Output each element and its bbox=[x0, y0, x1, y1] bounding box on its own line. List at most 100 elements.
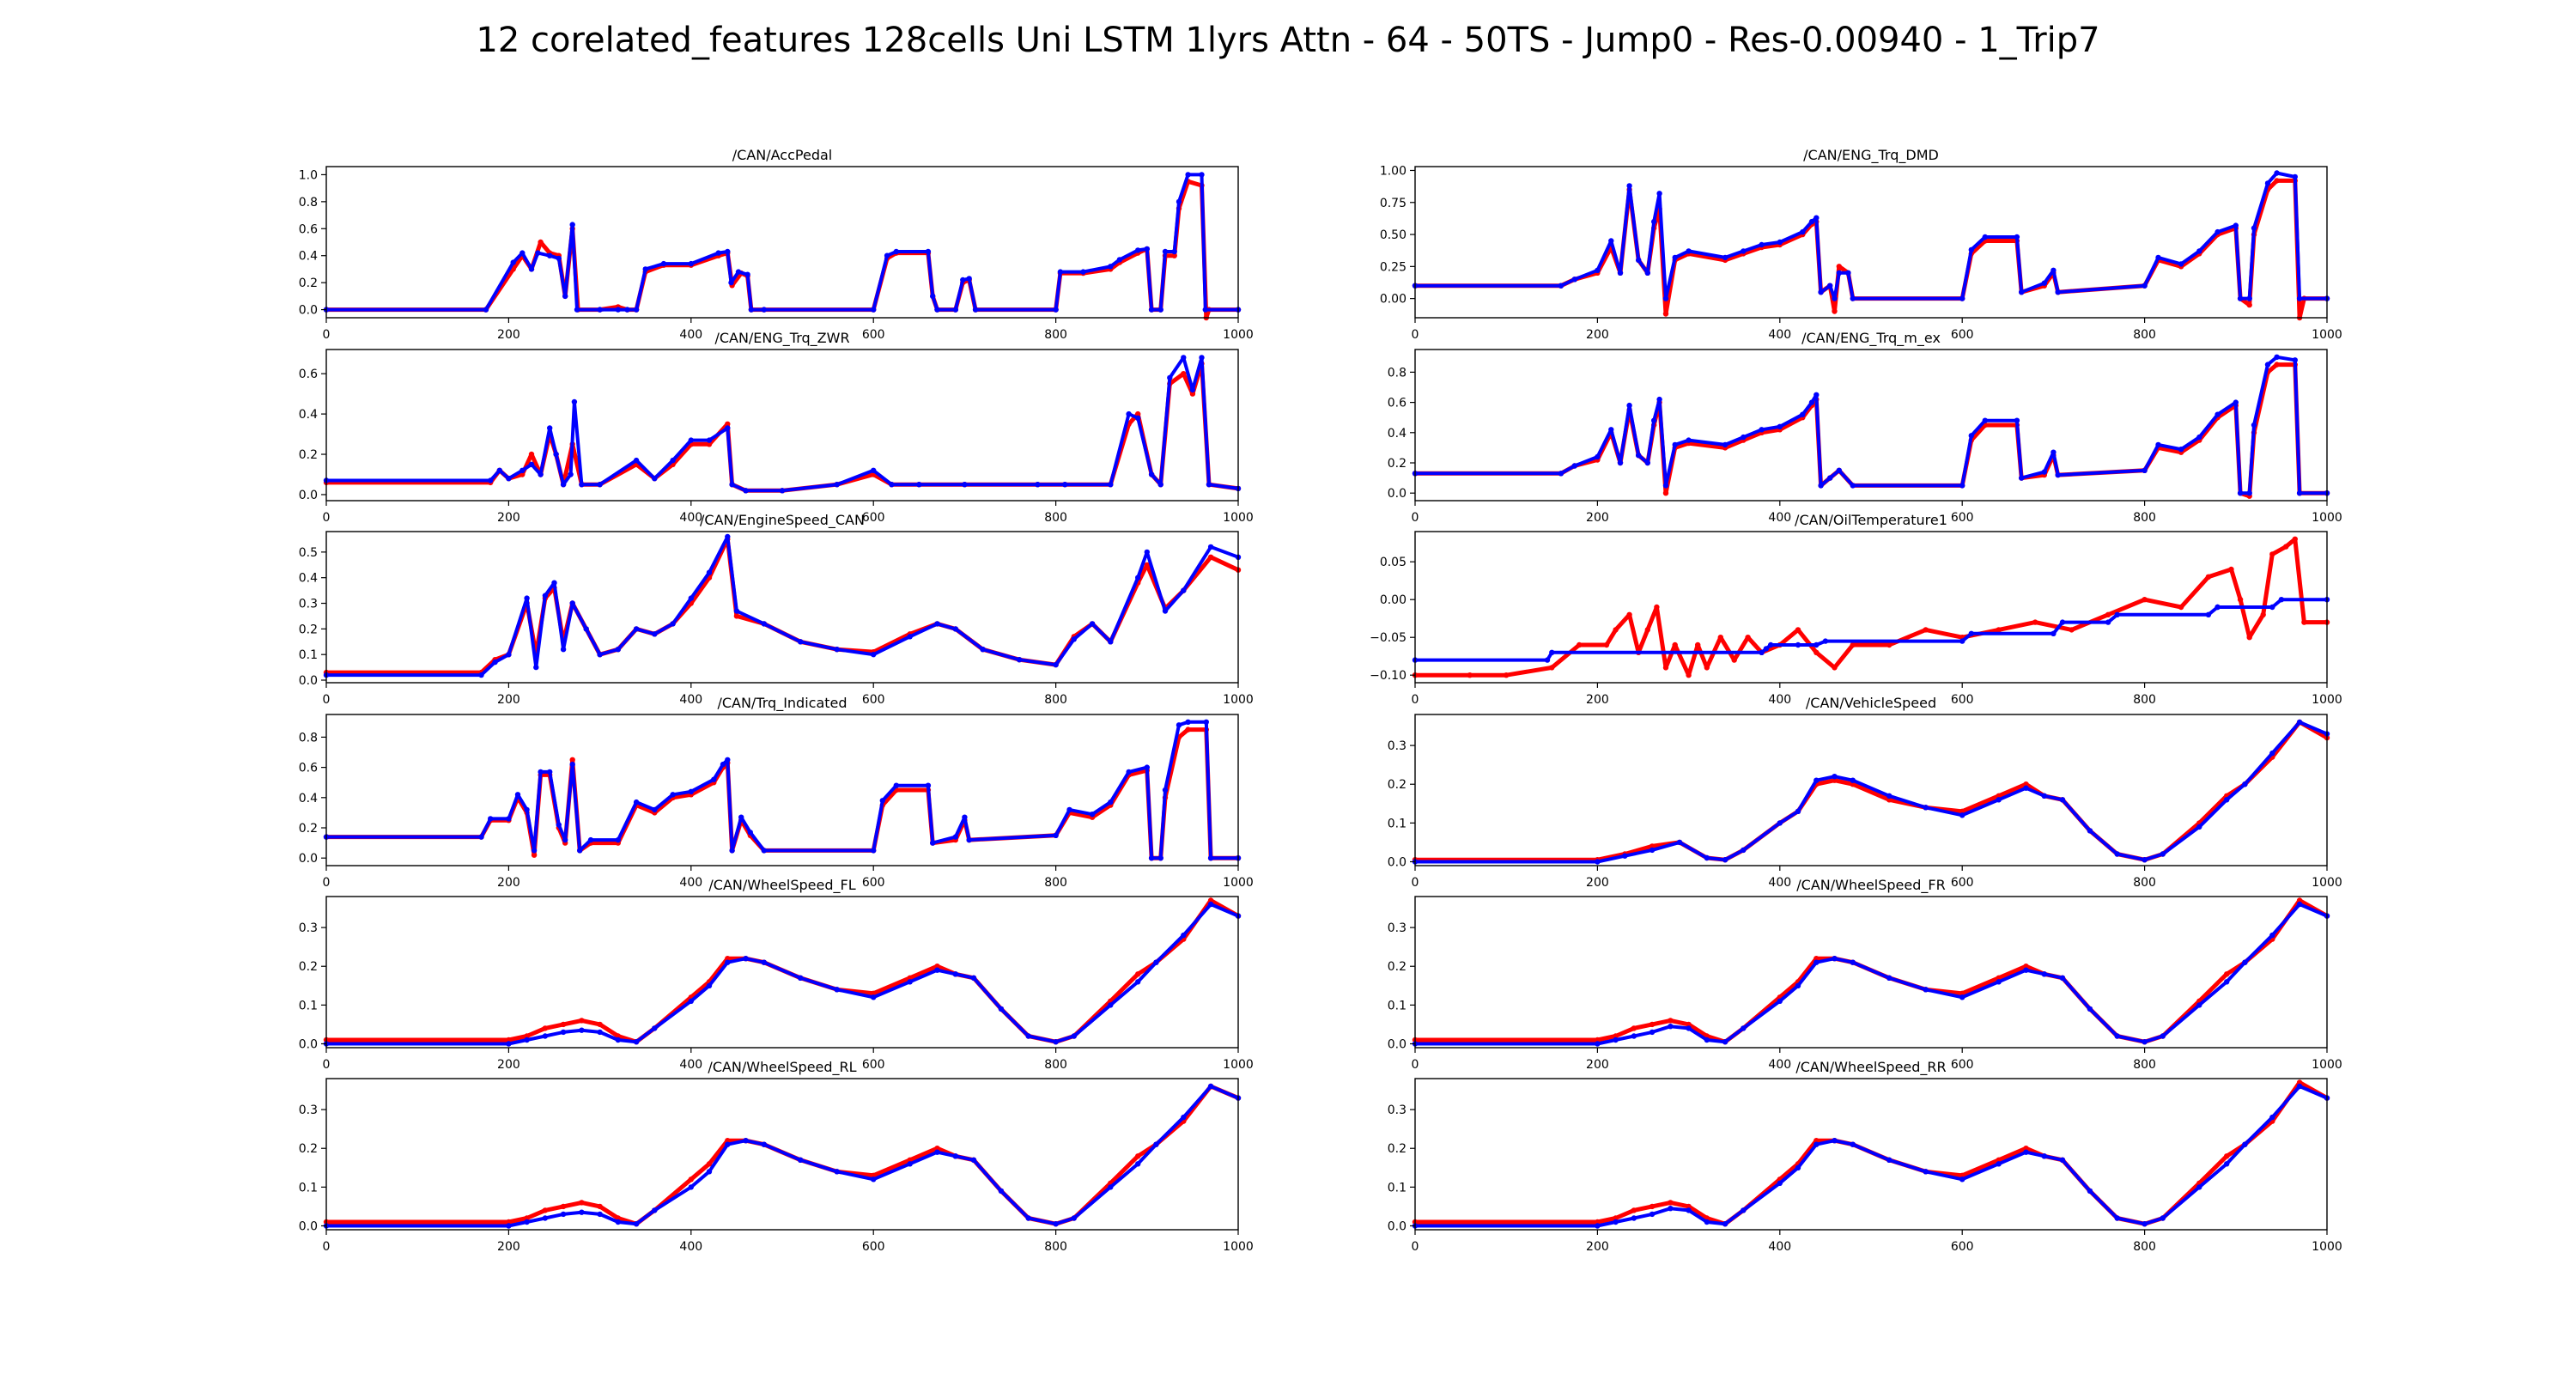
data-point bbox=[568, 471, 574, 477]
data-point bbox=[1176, 198, 1182, 205]
x-tick-label: 200 bbox=[497, 511, 520, 525]
data-point bbox=[1763, 646, 1770, 652]
data-point bbox=[1108, 482, 1114, 488]
data-point bbox=[547, 425, 553, 431]
x-tick-label: 1000 bbox=[1223, 693, 1254, 707]
data-point bbox=[1189, 386, 1196, 393]
data-point bbox=[2296, 719, 2303, 726]
data-point bbox=[1631, 1207, 1637, 1213]
data-point bbox=[934, 967, 940, 973]
data-point bbox=[1595, 1037, 1601, 1043]
data-point bbox=[1959, 638, 1965, 644]
subplot-title: /CAN/OilTemperature1 bbox=[1795, 512, 1947, 528]
data-point bbox=[871, 994, 877, 1000]
x-tick-label: 400 bbox=[1768, 876, 1791, 890]
y-tick-label: 0.0 bbox=[299, 674, 318, 688]
data-point bbox=[934, 307, 940, 313]
x-tick-label: 1000 bbox=[1223, 1240, 1254, 1254]
data-point bbox=[1836, 264, 1842, 270]
data-point bbox=[2296, 897, 2303, 903]
data-point bbox=[1777, 820, 1783, 826]
data-point bbox=[1108, 799, 1114, 806]
data-point bbox=[1181, 371, 1187, 377]
data-point bbox=[1768, 641, 1774, 648]
data-point bbox=[1795, 808, 1801, 814]
y-tick-label: 0.0 bbox=[299, 489, 318, 502]
data-point bbox=[743, 1138, 749, 1144]
data-point bbox=[1741, 847, 1747, 854]
series-line-blue bbox=[1413, 171, 2329, 301]
x-tick-label: 400 bbox=[679, 693, 702, 707]
data-point bbox=[1795, 641, 1801, 648]
y-tick-label: 0.3 bbox=[1388, 739, 1406, 753]
y-tick-label: 0.6 bbox=[299, 368, 318, 381]
series-markers-red bbox=[323, 536, 1242, 676]
x-tick-label: 200 bbox=[1586, 328, 1609, 342]
y-tick-label: 0.5 bbox=[299, 546, 318, 560]
data-point bbox=[1923, 805, 1929, 811]
data-point bbox=[1631, 1215, 1637, 1221]
data-point bbox=[688, 595, 694, 601]
data-point bbox=[2224, 797, 2230, 803]
data-point bbox=[2142, 597, 2148, 603]
x-tick-label: 800 bbox=[1044, 1240, 1067, 1254]
data-point bbox=[1827, 475, 1833, 481]
data-point bbox=[1549, 649, 1555, 655]
data-point bbox=[962, 482, 968, 488]
x-tick-label: 800 bbox=[1044, 511, 1067, 525]
data-point bbox=[542, 1207, 549, 1213]
data-point bbox=[506, 1041, 512, 1047]
series-line-red bbox=[324, 361, 1241, 493]
data-point bbox=[597, 1203, 603, 1210]
x-tick-label: 800 bbox=[2133, 876, 2156, 890]
data-point bbox=[633, 1039, 640, 1045]
data-point bbox=[1959, 295, 1965, 301]
data-point bbox=[1886, 797, 1893, 803]
axes-frame bbox=[1414, 896, 2328, 1049]
data-point bbox=[1672, 254, 1678, 261]
data-point bbox=[2023, 1149, 2029, 1155]
x-tick-label: 200 bbox=[497, 1058, 520, 1072]
data-point bbox=[2215, 228, 2221, 235]
data-point bbox=[2041, 793, 2047, 799]
y-tick-label: 1.0 bbox=[299, 168, 318, 182]
x-tick-label: 800 bbox=[2133, 511, 2156, 525]
data-point bbox=[934, 1149, 940, 1155]
x-tick-label: 1000 bbox=[2312, 511, 2342, 525]
data-point bbox=[615, 1037, 621, 1043]
x-tick-label: 1000 bbox=[1223, 328, 1254, 342]
data-point bbox=[2233, 222, 2239, 228]
data-point bbox=[1622, 853, 1628, 859]
data-point bbox=[688, 437, 694, 443]
data-point bbox=[1089, 812, 1096, 818]
data-point bbox=[2296, 1079, 2303, 1085]
subplot-title: /CAN/Trq_Indicated bbox=[717, 695, 847, 712]
y-tick-label: 0.0 bbox=[299, 1037, 318, 1051]
data-point bbox=[1162, 248, 1169, 255]
data-point bbox=[952, 307, 959, 313]
data-point bbox=[2087, 828, 2093, 834]
data-point bbox=[834, 647, 840, 653]
data-point bbox=[1996, 979, 2002, 985]
y-tick-label: 1.00 bbox=[1380, 164, 1406, 178]
data-point bbox=[1207, 544, 1214, 550]
y-tick-label: 0.4 bbox=[299, 408, 318, 422]
data-point bbox=[556, 255, 562, 262]
subplot-7: 0 200 400 600 800 1000 0.0 0.1 0.2 0.3/CAN/Vehicl… bbox=[1388, 695, 2342, 890]
data-point bbox=[2041, 971, 2047, 977]
data-point bbox=[542, 1033, 549, 1039]
data-point bbox=[597, 1029, 603, 1036]
x-tick-label: 1000 bbox=[2312, 328, 2342, 342]
data-point bbox=[1603, 641, 1610, 648]
data-point bbox=[930, 293, 936, 300]
data-point bbox=[907, 975, 913, 982]
y-tick-label: 0.3 bbox=[1388, 1103, 1406, 1117]
data-point bbox=[1181, 355, 1187, 361]
data-point bbox=[2087, 1006, 2093, 1012]
subplot-0: 0 200 400 600 800 1000 0.0 0.2 0.4 0.6 0.8 1.0/CAN/… bbox=[299, 147, 1254, 342]
x-tick-label: 800 bbox=[1044, 328, 1067, 342]
data-point bbox=[2050, 449, 2057, 455]
data-point bbox=[2160, 851, 2166, 857]
data-point bbox=[970, 975, 977, 982]
data-point bbox=[1080, 269, 1086, 275]
